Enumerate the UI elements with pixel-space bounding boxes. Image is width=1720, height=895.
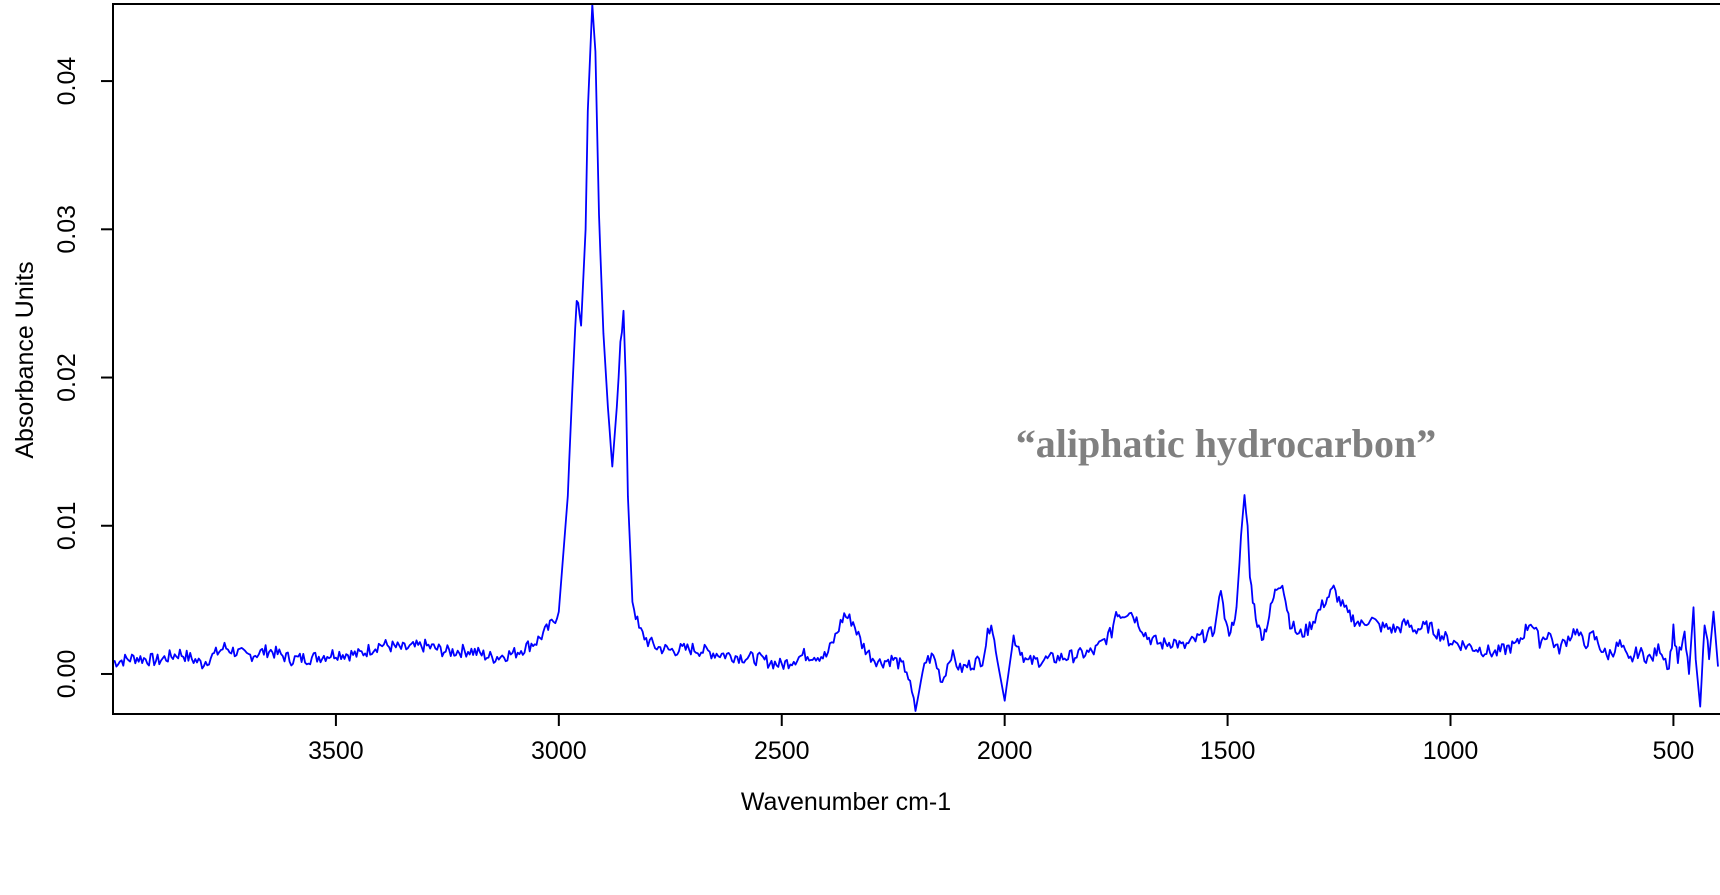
x-tick-label: 2000 [977, 737, 1033, 765]
x-tick-label: 3500 [308, 737, 364, 765]
plot-area [112, 3, 1719, 712]
x-tick-label: 1000 [1423, 737, 1479, 765]
x-tick-label: 3000 [531, 737, 587, 765]
x-tick-label: 500 [1653, 737, 1695, 765]
x-tick-label: 2500 [754, 737, 810, 765]
y-tick-label: 0.03 [53, 205, 81, 254]
y-tick-label: 0.00 [53, 650, 81, 699]
y-tick-label: 0.01 [53, 501, 81, 550]
x-axis-title: Wavenumber cm-1 [741, 788, 951, 816]
x-tick-label: 1500 [1200, 737, 1256, 765]
y-axis: 0.00 0.01 0.02 0.03 0.04 [53, 57, 113, 699]
peak-annotation: “aliphatic hydrocarbon” [1016, 421, 1436, 466]
spectrum-line [112, 3, 1719, 712]
y-tick-label: 0.04 [53, 57, 81, 106]
x-axis: 3500 3000 2500 2000 1500 1000 500 [308, 714, 1694, 765]
y-tick-label: 0.02 [53, 353, 81, 402]
plot-frame [112, 3, 1720, 715]
y-axis-title: Absorbance Units [11, 261, 39, 458]
